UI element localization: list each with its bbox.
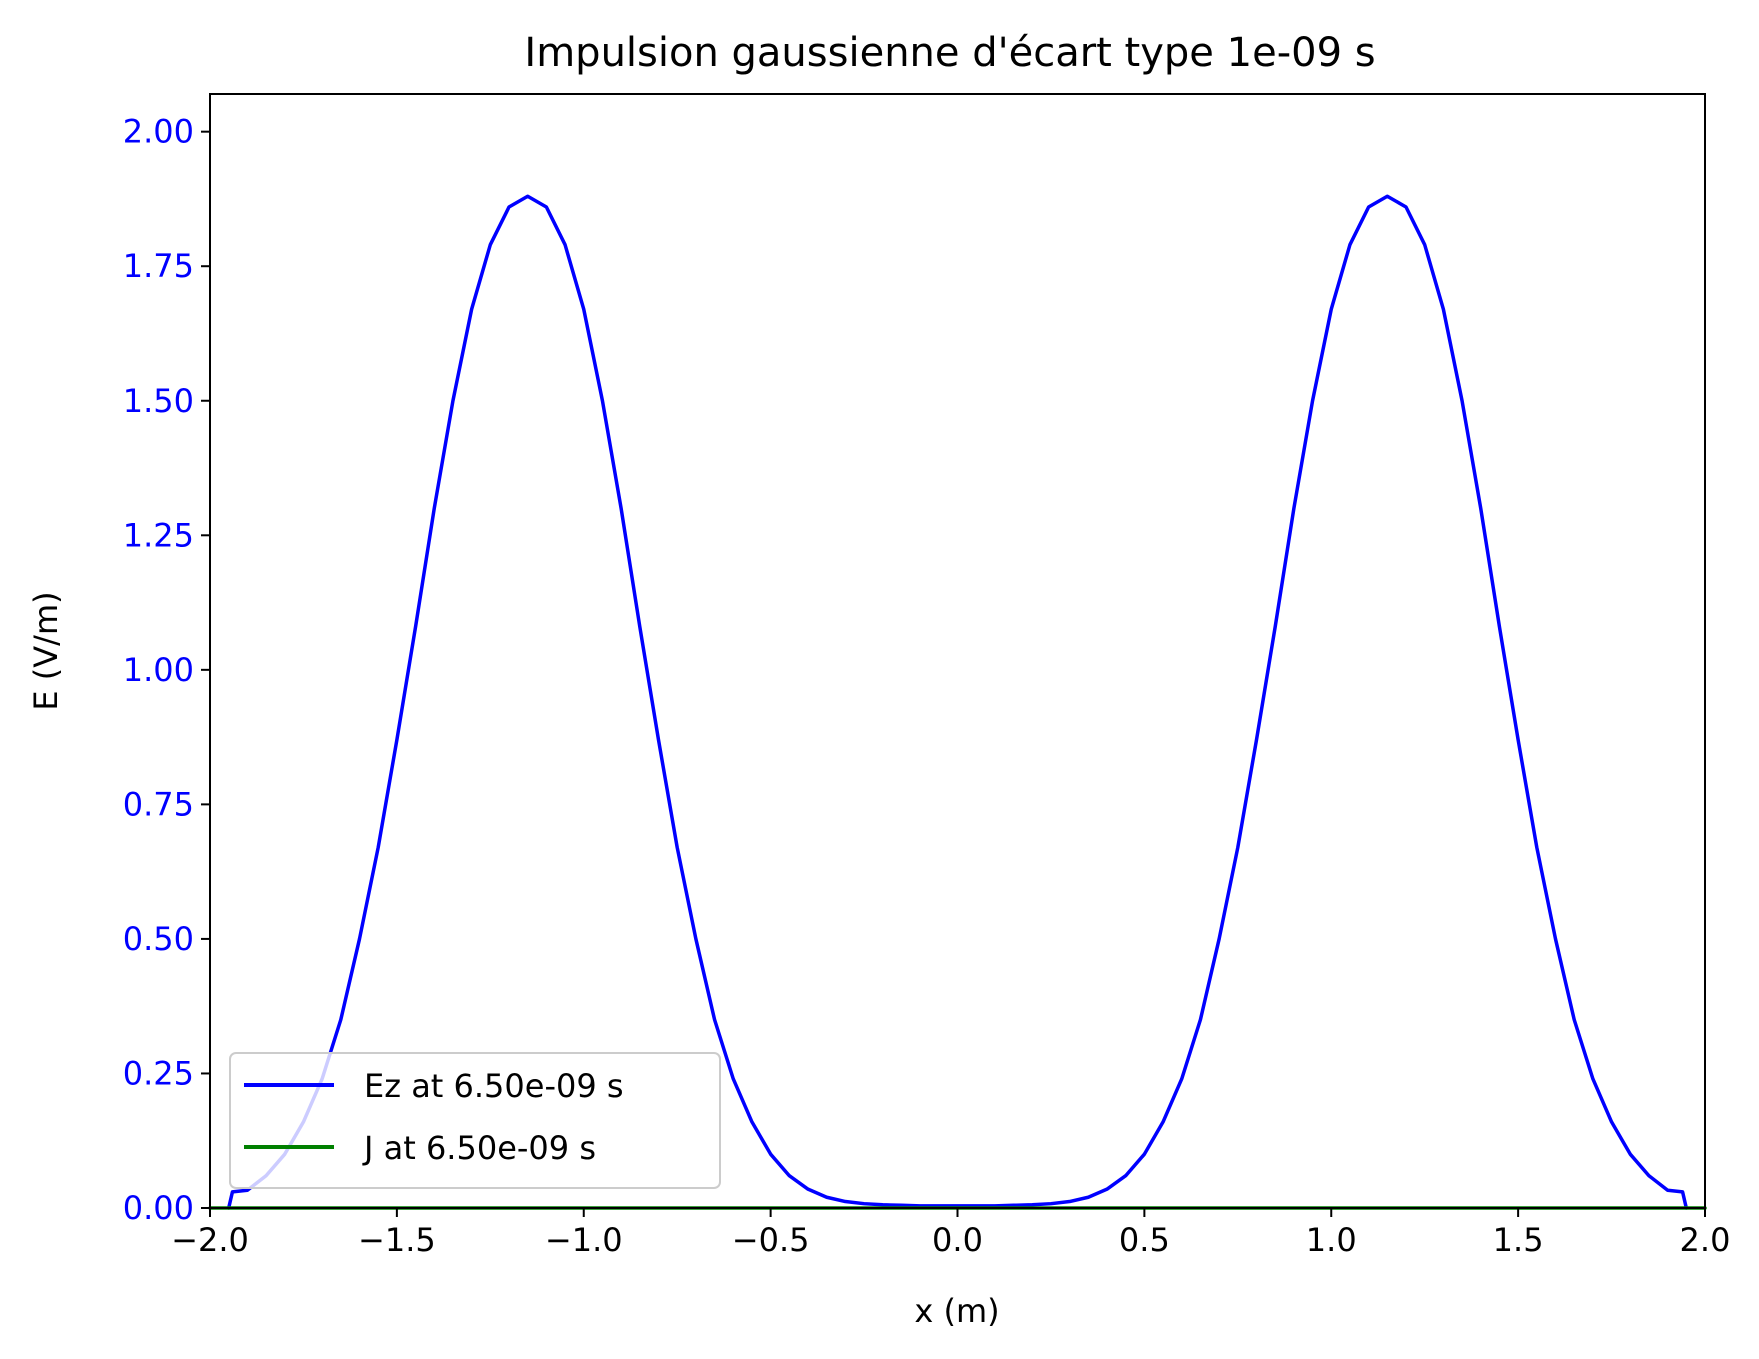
legend-label-ez: Ez at 6.50e-09 s [364, 1067, 624, 1105]
chart-title: Impulsion gaussienne d'écart type 1e-09 … [524, 30, 1375, 76]
y-axis-label: E (V/m) [27, 591, 65, 710]
plot-area [210, 94, 1705, 1208]
x-axis-ticks: −2.0 −1.5 −1.0 −0.5 0.0 0.5 1.0 1.5 2.0 [171, 1208, 1730, 1259]
x-tick-label: −0.5 [732, 1221, 810, 1259]
x-tick-label: 2.0 [1680, 1221, 1731, 1259]
y-tick-label: 0.50 [123, 920, 194, 958]
legend-box [229, 1052, 721, 1189]
x-tick-label: −2.0 [171, 1221, 249, 1259]
series-line-ez [226, 194, 1689, 1210]
y-tick-label: 1.00 [123, 651, 194, 689]
y-tick-label: 0.25 [123, 1054, 194, 1092]
legend-label-j: J at 6.50e-09 s [362, 1129, 596, 1167]
y-tick-label: 1.25 [123, 516, 194, 554]
legend: Ez at 6.50e-09 s J at 6.50e-09 s [229, 1052, 721, 1189]
y-tick-label: 2.00 [123, 113, 194, 151]
x-tick-label: 0.0 [932, 1221, 983, 1259]
y-tick-label: 0.00 [123, 1189, 194, 1227]
x-tick-label: 1.0 [1306, 1221, 1357, 1259]
x-tick-label: 0.5 [1119, 1221, 1170, 1259]
x-tick-label: −1.0 [545, 1221, 623, 1259]
y-tick-label: 1.75 [123, 247, 194, 285]
y-tick-label: 0.75 [123, 785, 194, 823]
y-tick-label: 1.50 [123, 382, 194, 420]
x-tick-label: −1.5 [358, 1221, 436, 1259]
x-axis-label: x (m) [914, 1292, 999, 1330]
x-tick-label: 1.5 [1493, 1221, 1544, 1259]
y-axis-ticks: 0.00 0.25 0.50 0.75 1.00 1.25 1.50 1.75 2.00 [123, 113, 210, 1227]
